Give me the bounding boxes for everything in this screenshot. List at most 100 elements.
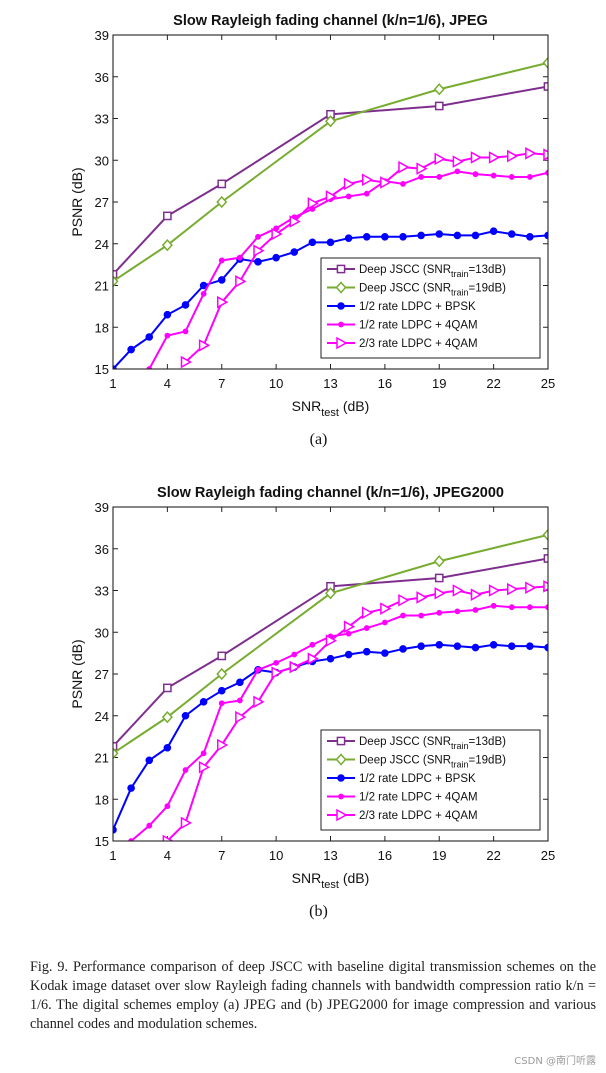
data-point bbox=[471, 231, 480, 240]
data-point bbox=[146, 822, 153, 829]
legend-item: 1/2 rate LDPC + BPSK bbox=[327, 773, 476, 785]
data-point bbox=[362, 232, 371, 241]
data-point bbox=[543, 148, 548, 161]
data-point bbox=[470, 151, 483, 164]
legend-label-main: 2/3 rate LDPC + 4QAM bbox=[359, 810, 478, 822]
data-point bbox=[398, 160, 410, 174]
series-5 bbox=[180, 147, 548, 369]
data-point bbox=[543, 580, 548, 593]
y-tick-label: 18 bbox=[95, 792, 109, 807]
data-point bbox=[198, 760, 211, 774]
data-point bbox=[416, 162, 428, 175]
data-point bbox=[217, 738, 229, 752]
data-point bbox=[362, 173, 374, 187]
data-point bbox=[526, 174, 533, 180]
y-tick-label: 27 bbox=[95, 667, 109, 682]
series-1 bbox=[113, 554, 548, 751]
data-point bbox=[271, 666, 283, 679]
x-axis-label-sub: test bbox=[321, 879, 339, 891]
data-point bbox=[161, 711, 173, 724]
x-tick-label: 22 bbox=[486, 376, 500, 391]
y-tick-label: 21 bbox=[95, 279, 109, 294]
x-axis-label: SNRtest (dB) bbox=[292, 398, 370, 419]
legend-label-main: Deep JSCC (SNR bbox=[359, 283, 451, 295]
y-tick-label: 30 bbox=[95, 153, 109, 168]
data-point bbox=[507, 582, 519, 596]
legend-label-tail: =13dB) bbox=[469, 264, 507, 276]
data-point bbox=[325, 634, 338, 647]
legend-marker bbox=[335, 281, 347, 294]
data-point bbox=[454, 168, 461, 175]
y-axis-label: PSNR (dB) bbox=[69, 639, 85, 708]
data-point bbox=[542, 56, 548, 69]
legend-label: 2/3 rate LDPC + 4QAM bbox=[359, 338, 478, 350]
data-point bbox=[380, 602, 392, 615]
data-point bbox=[344, 234, 353, 242]
x-tick-label: 10 bbox=[269, 848, 283, 863]
legend-label: 1/2 rate LDPC + 4QAM bbox=[359, 792, 478, 804]
caption-label: Fig. 9. bbox=[30, 959, 69, 975]
data-point bbox=[255, 666, 261, 673]
x-tick-label: 1 bbox=[109, 376, 116, 391]
y-tick-label: 15 bbox=[95, 834, 109, 849]
x-axis-label: SNRtest (dB) bbox=[292, 870, 370, 891]
x-tick-label: 7 bbox=[218, 848, 225, 863]
data-point bbox=[127, 784, 135, 792]
y-tick-label: 39 bbox=[95, 28, 109, 43]
y-axis-label: PSNR (dB) bbox=[69, 167, 85, 236]
legend-label-main: Deep JSCC (SNR bbox=[359, 755, 451, 767]
legend-item: 1/2 rate LDPC + 4QAM bbox=[327, 792, 478, 804]
x-tick-label: 16 bbox=[378, 848, 392, 863]
legend-item: 1/2 rate LDPC + BPSK bbox=[327, 301, 476, 313]
data-point bbox=[362, 606, 374, 620]
data-point bbox=[216, 667, 228, 681]
data-point bbox=[525, 581, 537, 594]
chart-title: Slow Rayleigh fading channel (k/n=1/6), … bbox=[157, 485, 504, 501]
data-point bbox=[344, 650, 353, 659]
data-point bbox=[163, 310, 172, 319]
legend-label-main: Deep JSCC (SNR bbox=[359, 736, 451, 748]
series-5 bbox=[162, 580, 548, 841]
data-point bbox=[200, 290, 207, 297]
data-point bbox=[164, 332, 171, 339]
legend-label: 1/2 rate LDPC + 4QAM bbox=[359, 320, 478, 332]
legend-label-tail: =19dB) bbox=[469, 283, 507, 295]
data-point bbox=[452, 584, 464, 597]
legend-label-sub: train bbox=[451, 760, 469, 770]
data-point bbox=[307, 652, 319, 665]
data-point bbox=[526, 642, 534, 650]
data-point bbox=[163, 743, 172, 752]
data-point bbox=[543, 82, 548, 91]
x-tick-label: 16 bbox=[378, 376, 392, 391]
series-2 bbox=[113, 528, 548, 760]
data-point bbox=[200, 750, 207, 757]
data-point bbox=[289, 215, 301, 228]
legend-marker bbox=[335, 753, 347, 766]
data-point bbox=[345, 193, 352, 200]
x-tick-label: 19 bbox=[432, 848, 446, 863]
data-point bbox=[433, 555, 445, 568]
legend-box bbox=[320, 257, 541, 359]
data-point bbox=[343, 620, 356, 633]
data-point bbox=[324, 587, 337, 600]
y-tick-label: 36 bbox=[95, 70, 109, 85]
series-line bbox=[130, 604, 548, 841]
x-tick-label: 7 bbox=[218, 376, 225, 391]
data-point bbox=[433, 83, 445, 96]
data-point bbox=[434, 587, 446, 600]
data-point bbox=[218, 257, 225, 264]
y-tick-label: 30 bbox=[95, 625, 109, 640]
data-point bbox=[309, 641, 316, 648]
data-point bbox=[235, 710, 247, 724]
data-point bbox=[542, 528, 548, 541]
legend-item: 1/2 rate LDPC + 4QAM bbox=[327, 320, 478, 332]
data-point bbox=[507, 642, 516, 650]
data-point bbox=[254, 258, 262, 266]
x-tick-label: 19 bbox=[432, 376, 446, 391]
data-point bbox=[199, 698, 208, 706]
data-point bbox=[273, 659, 280, 666]
data-point bbox=[163, 211, 172, 221]
x-tick-label: 4 bbox=[164, 848, 171, 863]
data-point bbox=[113, 826, 117, 834]
data-point bbox=[472, 171, 479, 178]
